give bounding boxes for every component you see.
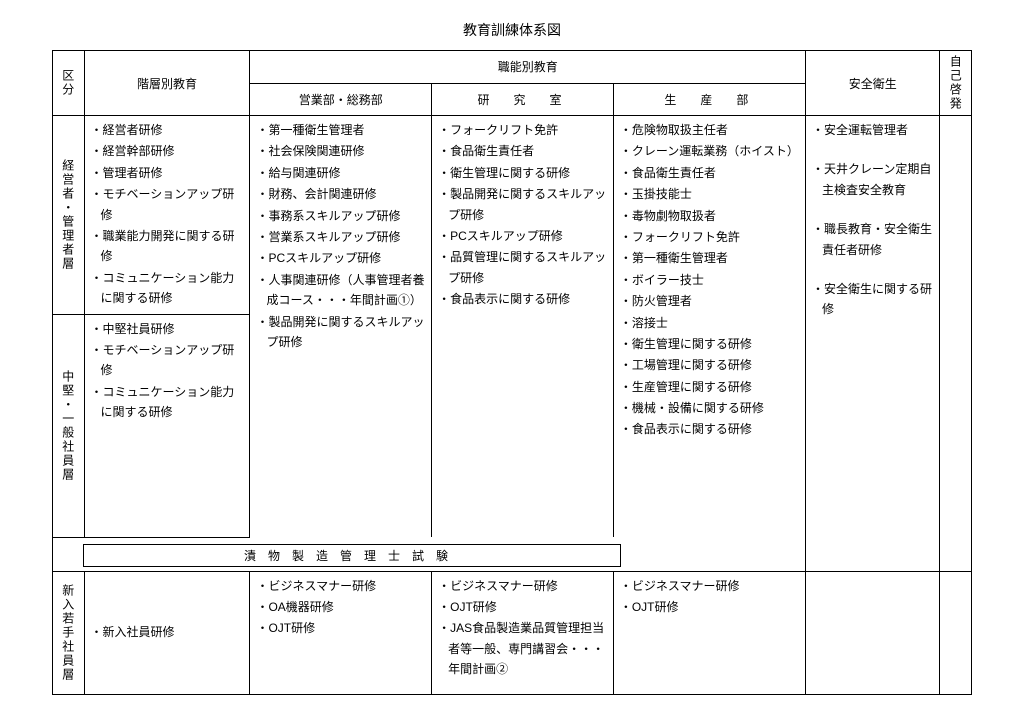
list-item: ・職業能力開発に関する研修 bbox=[91, 226, 244, 267]
list-item: ・ビジネスマナー研修 bbox=[256, 576, 425, 596]
list-item: ・安全運転管理者 bbox=[812, 120, 933, 140]
list-item: ・衛生管理に関する研修 bbox=[620, 334, 799, 354]
list-item: ・品質管理に関するスキルアップ研修 bbox=[438, 247, 607, 288]
list-item: ・毒物劇物取扱者 bbox=[620, 206, 799, 226]
list-item: ・人事関連研修（人事管理者養成コース・・・年間計画①） bbox=[256, 270, 425, 311]
list-item: ・機械・設備に関する研修 bbox=[620, 398, 799, 418]
list-item: ・溶接士 bbox=[620, 313, 799, 333]
list-item: ・職長教育・安全衛生責任者研修 bbox=[812, 219, 933, 260]
exam-row: 漬物製造管理士試験 bbox=[53, 537, 806, 571]
shin-anzen bbox=[806, 571, 940, 694]
list-item: ・危険物取扱主任者 bbox=[620, 120, 799, 140]
list-item: ・コミュニケーション能力に関する研修 bbox=[91, 268, 244, 309]
header-kenkyuu: 研 究 室 bbox=[432, 83, 614, 116]
list-item: ・OJT研修 bbox=[620, 597, 799, 617]
list-item: ・工場管理に関する研修 bbox=[620, 355, 799, 375]
keiei-kaisou: ・経営者研修 ・経営幹部研修 ・管理者研修 ・モチベーションアップ研修 ・職業能… bbox=[84, 116, 250, 315]
list-item: ・ボイラー技士 bbox=[620, 270, 799, 290]
list-item: ・管理者研修 bbox=[91, 163, 244, 183]
list-item: ・食品衛生責任者 bbox=[438, 141, 607, 161]
row-chuken: 中堅・一般社員層 bbox=[53, 314, 85, 537]
list-item: ・財務、会計関連研修 bbox=[256, 184, 425, 204]
header-anzen: 安全衛生 bbox=[806, 51, 940, 116]
list-item: ・クレーン運転業務（ホイスト） bbox=[620, 141, 799, 161]
list-item: ・モチベーションアップ研修 bbox=[91, 184, 244, 225]
list-item: ・事務系スキルアップ研修 bbox=[256, 206, 425, 226]
row-shinnyuu: 新入若手社員層 bbox=[53, 571, 85, 694]
list-item: ・経営幹部研修 bbox=[91, 141, 244, 161]
list-item: ・天井クレーン定期自主検査安全教育 bbox=[812, 159, 933, 200]
row-keiei: 経営者・管理者層 bbox=[53, 116, 85, 315]
kenkyuu-col: ・フォークリフト免許 ・食品衛生責任者 ・衛生管理に関する研修 ・製品開発に関す… bbox=[432, 116, 614, 538]
list-item: ・フォークリフト免許 bbox=[438, 120, 607, 140]
shin-kenkyuu: ・ビジネスマナー研修 ・OJT研修 ・JAS食品製造業品質管理担当者等一般、専門… bbox=[432, 571, 614, 694]
list-item: ・PCスキルアップ研修 bbox=[256, 248, 425, 268]
list-item: ・製品開発に関するスキルアップ研修 bbox=[438, 184, 607, 225]
header-shokunou: 職能別教育 bbox=[250, 51, 806, 84]
shinnyuu-kaisou: ・新入社員研修 bbox=[84, 571, 250, 694]
chuken-kaisou: ・中堅社員研修 ・モチベーションアップ研修 ・コミュニケーション能力に関する研修 bbox=[84, 314, 250, 537]
list-item: ・玉掛技能士 bbox=[620, 184, 799, 204]
list-item: ・新入社員研修 bbox=[91, 622, 244, 642]
list-item: ・営業系スキルアップ研修 bbox=[256, 227, 425, 247]
header-kubun: 区分 bbox=[53, 51, 85, 116]
eigyou-col: ・第一種衛生管理者 ・社会保険関連研修 ・給与関連研修 ・財務、会計関連研修 ・… bbox=[250, 116, 432, 538]
list-item: ・安全衛生に関する研修 bbox=[812, 279, 933, 320]
list-item: ・ビジネスマナー研修 bbox=[620, 576, 799, 596]
header-jiko: 自己啓発 bbox=[940, 51, 972, 116]
list-item: ・給与関連研修 bbox=[256, 163, 425, 183]
list-item: ・JAS食品製造業品質管理担当者等一般、専門講習会・・・年間計画② bbox=[438, 618, 607, 679]
anzen-col: ・安全運転管理者 ・天井クレーン定期自主検査安全教育 ・職長教育・安全衛生責任者… bbox=[806, 116, 940, 572]
list-item: ・生産管理に関する研修 bbox=[620, 377, 799, 397]
list-item: ・中堅社員研修 bbox=[91, 319, 244, 339]
list-item: ・製品開発に関するスキルアップ研修 bbox=[256, 312, 425, 353]
list-item: ・OJT研修 bbox=[438, 597, 607, 617]
list-item: ・食品表示に関する研修 bbox=[620, 419, 799, 439]
page-title: 教育訓練体系図 bbox=[20, 20, 1004, 40]
list-item: ・第一種衛生管理者 bbox=[256, 120, 425, 140]
shin-eigyou: ・ビジネスマナー研修 ・OA機器研修 ・OJT研修 bbox=[250, 571, 432, 694]
list-item: ・食品衛生責任者 bbox=[620, 163, 799, 183]
list-item: ・OA機器研修 bbox=[256, 597, 425, 617]
list-item: ・PCスキルアップ研修 bbox=[438, 226, 607, 246]
list-item: ・防火管理者 bbox=[620, 291, 799, 311]
shin-jiko bbox=[940, 571, 972, 694]
list-item: ・食品表示に関する研修 bbox=[438, 289, 607, 309]
exam-banner: 漬物製造管理士試験 bbox=[83, 544, 621, 567]
list-item: ・コミュニケーション能力に関する研修 bbox=[91, 382, 244, 423]
seisan-col: ・危険物取扱主任者 ・クレーン運転業務（ホイスト） ・食品衛生責任者 ・玉掛技能… bbox=[613, 116, 805, 538]
list-item: ・衛生管理に関する研修 bbox=[438, 163, 607, 183]
training-table: 区分 階層別教育 職能別教育 安全衛生 自己啓発 営業部・総務部 研 究 室 生… bbox=[52, 50, 972, 695]
list-item: ・フォークリフト免許 bbox=[620, 227, 799, 247]
header-eigyou: 営業部・総務部 bbox=[250, 83, 432, 116]
list-item: ・モチベーションアップ研修 bbox=[91, 340, 244, 381]
header-seisan: 生 産 部 bbox=[613, 83, 805, 116]
list-item: ・ビジネスマナー研修 bbox=[438, 576, 607, 596]
header-kaisou: 階層別教育 bbox=[84, 51, 250, 116]
jiko-col bbox=[940, 116, 972, 572]
list-item: ・第一種衛生管理者 bbox=[620, 248, 799, 268]
list-item: ・経営者研修 bbox=[91, 120, 244, 140]
shin-seisan: ・ビジネスマナー研修 ・OJT研修 bbox=[613, 571, 805, 694]
list-item: ・社会保険関連研修 bbox=[256, 141, 425, 161]
list-item: ・OJT研修 bbox=[256, 618, 425, 638]
